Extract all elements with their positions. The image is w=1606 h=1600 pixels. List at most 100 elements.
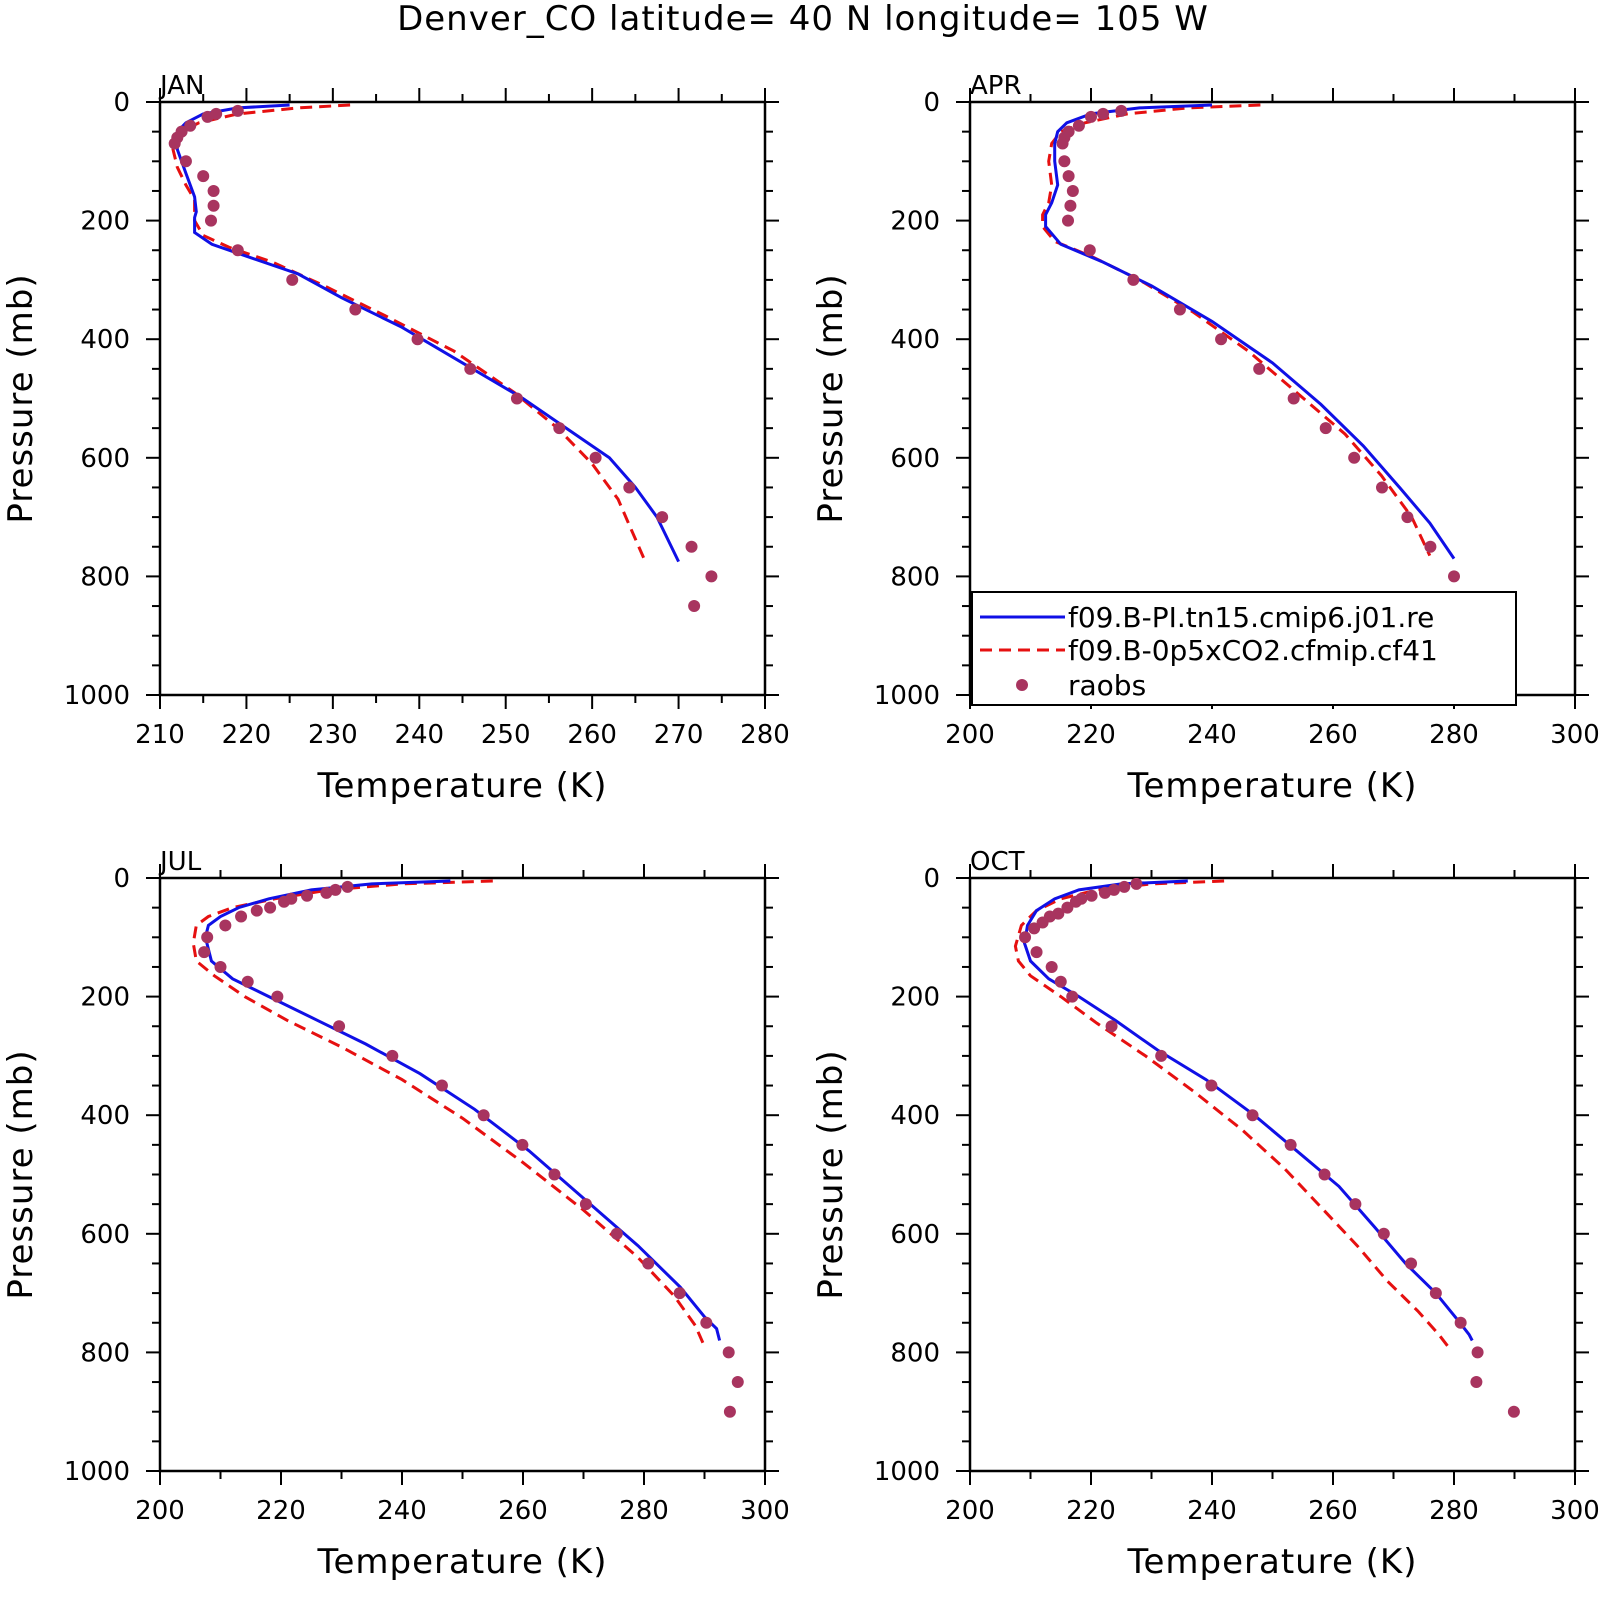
- raobs-point: [1061, 901, 1074, 914]
- raobs-point: [1058, 155, 1071, 168]
- raobs-point: [1118, 880, 1131, 893]
- raobs-point: [386, 1049, 399, 1062]
- raobs-point: [1069, 895, 1082, 908]
- x-tick-label: 280: [740, 720, 790, 750]
- raobs-point: [723, 1405, 736, 1418]
- raobs-point: [516, 1138, 529, 1151]
- series-line-cmip6: [203, 879, 722, 1341]
- y-axis-label: Pressure (mb): [1, 273, 41, 523]
- legend-label: raobs: [1068, 669, 1146, 702]
- raobs-point: [214, 960, 227, 973]
- raobs-point: [179, 155, 192, 168]
- raobs-point: [610, 1227, 623, 1240]
- series-line-0p5xco2: [1041, 103, 1432, 557]
- raobs-point: [1019, 931, 1032, 944]
- x-tick-label: 240: [1187, 1496, 1237, 1526]
- raobs-point: [688, 600, 701, 613]
- x-axis-label: Temperature (K): [316, 1542, 607, 1582]
- raobs-point: [1036, 916, 1049, 929]
- raobs-point: [1318, 1168, 1331, 1181]
- raobs-point: [1062, 214, 1075, 227]
- y-tick-label: 200: [80, 983, 130, 1013]
- y-axis-label: Pressure (mb): [811, 1049, 851, 1299]
- raobs-point: [271, 990, 284, 1003]
- y-tick-label: 800: [80, 562, 130, 592]
- series-line-cmip6: [1044, 103, 1456, 560]
- raobs-point: [201, 931, 214, 944]
- raobs-point: [320, 886, 333, 899]
- x-tick-label: 250: [481, 720, 531, 750]
- x-axis-label: Temperature (K): [1126, 1542, 1417, 1582]
- y-tick-label: 400: [80, 325, 130, 355]
- y-tick-label: 1000: [874, 1457, 940, 1487]
- raobs-point: [685, 540, 698, 553]
- raobs-point: [1072, 119, 1085, 132]
- raobs-point: [589, 451, 602, 464]
- raobs-point: [553, 422, 566, 435]
- x-tick-label: 200: [945, 720, 995, 750]
- y-axis-label: Pressure (mb): [1, 1049, 41, 1299]
- raobs-point: [207, 199, 220, 212]
- panel-label: APR: [970, 71, 1022, 101]
- x-tick-label: 200: [135, 1496, 185, 1526]
- raobs-point: [1377, 1227, 1390, 1240]
- x-axis-label: Temperature (K): [316, 766, 607, 806]
- raobs-point: [1429, 1287, 1442, 1300]
- raobs-point: [700, 1316, 713, 1329]
- raobs-point: [1130, 878, 1143, 890]
- raobs-point: [184, 119, 197, 132]
- raobs-point: [1062, 170, 1075, 183]
- series-line-cmip6: [1022, 879, 1474, 1342]
- plot-frame: [158, 876, 767, 1473]
- plot-frame: [968, 876, 1577, 1473]
- x-tick-label: 240: [377, 1496, 427, 1526]
- x-tick-label: 240: [394, 720, 444, 750]
- raobs-point: [1045, 960, 1058, 973]
- plot-area: [168, 103, 718, 613]
- y-tick-label: 600: [890, 444, 940, 474]
- raobs-point: [329, 883, 342, 896]
- y-tick-label: 0: [113, 88, 130, 118]
- raobs-point: [198, 946, 211, 959]
- raobs-point: [1098, 886, 1111, 899]
- raobs-point: [1056, 137, 1069, 150]
- raobs-point: [333, 1020, 346, 1033]
- raobs-point: [1097, 107, 1110, 120]
- raobs-point: [1127, 273, 1140, 286]
- raobs-point: [1030, 946, 1043, 959]
- raobs-point: [201, 110, 214, 123]
- raobs-point: [642, 1257, 655, 1270]
- raobs-point: [579, 1198, 592, 1211]
- panels: JAN 210 220 230 240 250 260 270 280 0 200 400 600 800…: [1, 71, 1600, 1582]
- series-line-0p5xco2: [1013, 879, 1450, 1348]
- raobs-point: [548, 1168, 561, 1181]
- raobs-point: [1105, 1020, 1118, 1033]
- raobs-point: [1215, 333, 1228, 346]
- raobs-point: [204, 214, 217, 227]
- raobs-point: [349, 303, 362, 316]
- raobs-point: [1470, 1376, 1483, 1389]
- legend-label: f09.B-PI.tn15.cmip6.j01.re: [1068, 601, 1434, 634]
- legend: f09.B-PI.tn15.cmip6.j01.ref09.B-0p5xCO2.…: [971, 591, 1517, 706]
- panel-label: JUL: [158, 847, 202, 877]
- panel-apr: APR 200 220 240 260 280 300 0 200 400 600 800 1000 Te…: [811, 71, 1600, 806]
- raobs-point: [241, 975, 254, 988]
- raobs-point: [1115, 104, 1128, 117]
- plot-area: [191, 879, 744, 1418]
- raobs-point: [1424, 540, 1437, 553]
- raobs-point: [673, 1287, 686, 1300]
- raobs-point: [1253, 362, 1266, 375]
- y-tick-label: 800: [890, 562, 940, 592]
- raobs-point: [235, 910, 248, 923]
- x-tick-label: 220: [1066, 1496, 1116, 1526]
- raobs-point: [623, 481, 636, 494]
- raobs-point: [510, 392, 523, 405]
- y-tick-label: 200: [890, 983, 940, 1013]
- x-tick-label: 240: [1187, 720, 1237, 750]
- x-tick-label: 200: [945, 1496, 995, 1526]
- x-tick-label: 230: [308, 720, 358, 750]
- raobs-point: [1085, 889, 1098, 902]
- raobs-point: [1083, 244, 1096, 257]
- panel-label: OCT: [970, 847, 1025, 877]
- raobs-point: [1319, 422, 1332, 435]
